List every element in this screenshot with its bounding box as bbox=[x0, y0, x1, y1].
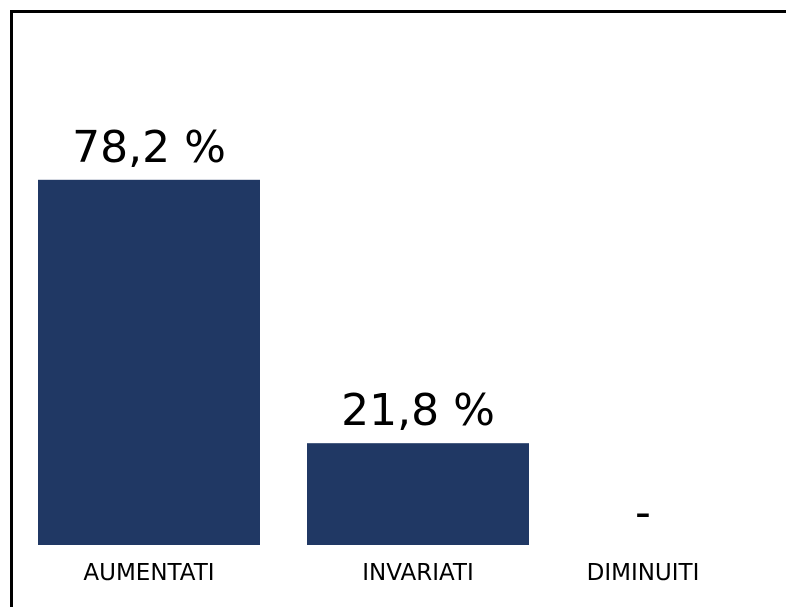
bar bbox=[307, 443, 529, 545]
x-tick-label: INVARIATI bbox=[362, 560, 474, 586]
data-label: 78,2 % bbox=[72, 122, 226, 173]
data-label: 21,8 % bbox=[341, 385, 495, 436]
data-label: - bbox=[635, 487, 651, 538]
chart-frame bbox=[10, 10, 786, 607]
x-tick-label: DIMINUITI bbox=[587, 560, 700, 586]
x-tick-label: AUMENTATI bbox=[83, 560, 214, 586]
bar bbox=[38, 179, 260, 545]
